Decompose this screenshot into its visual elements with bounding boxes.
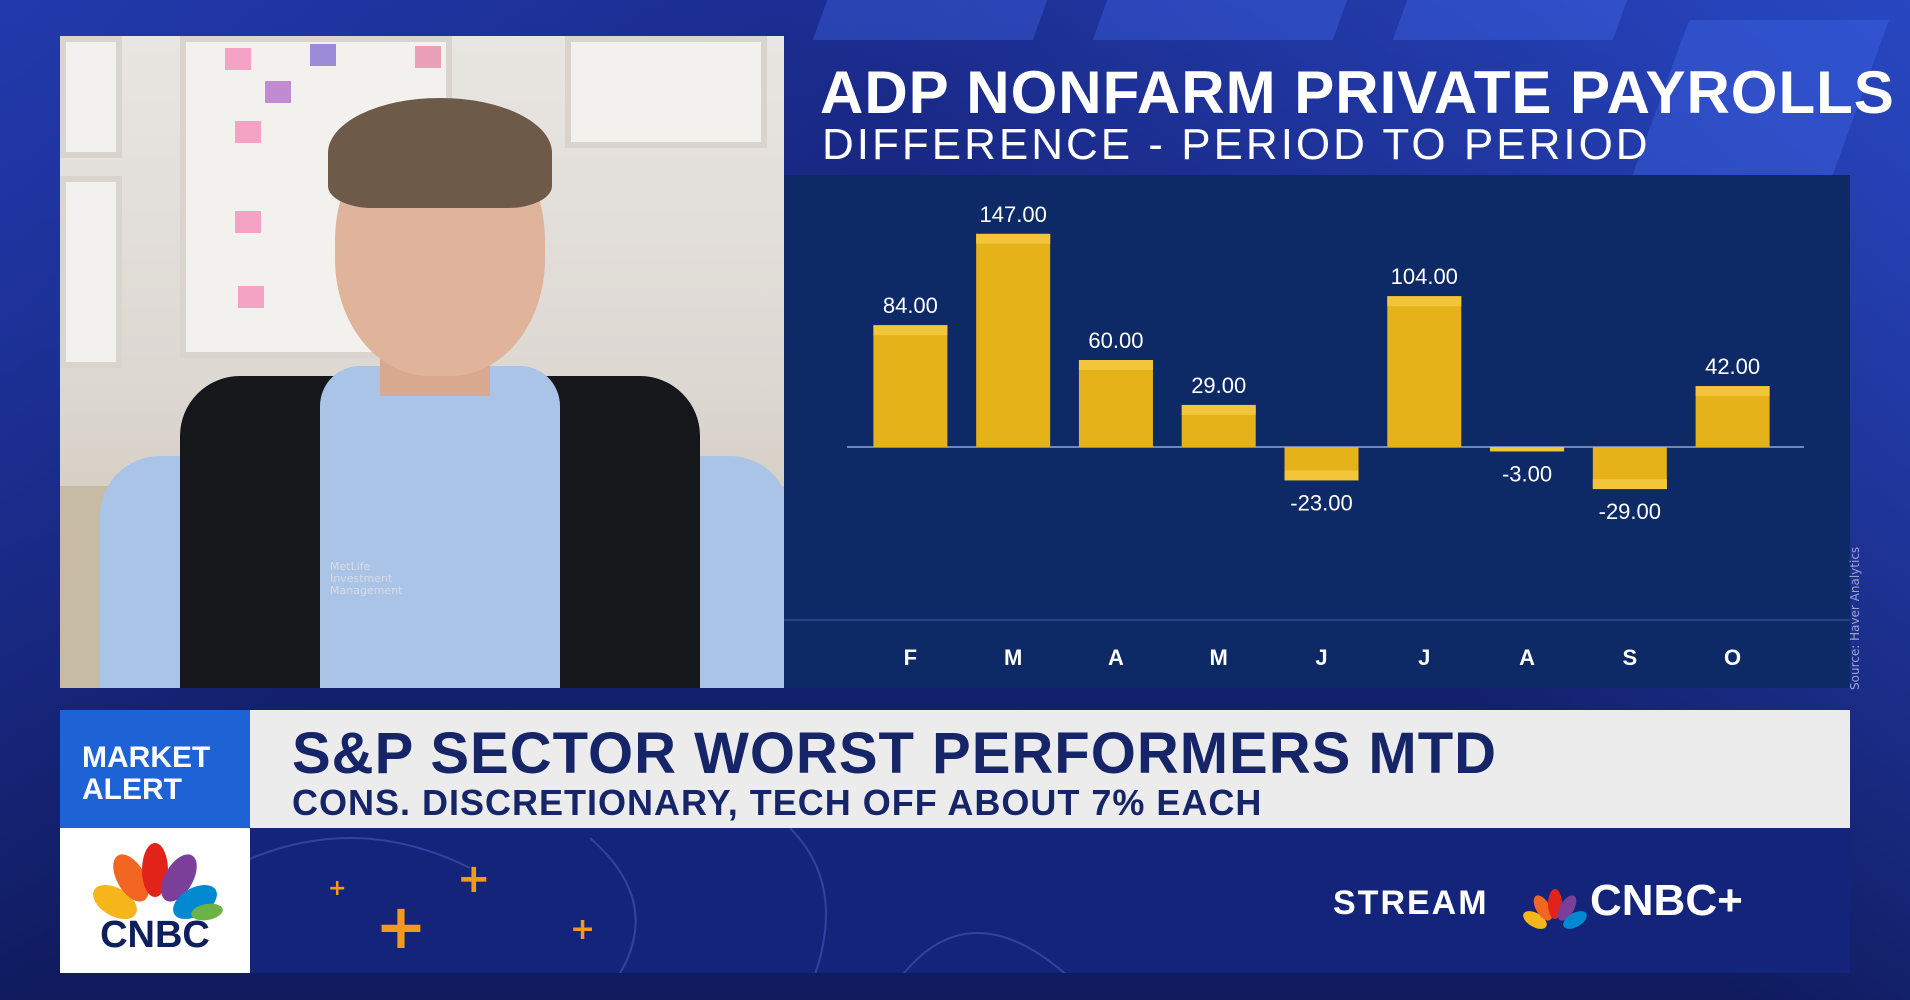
bar-highlight (1695, 386, 1770, 397)
x-tick-label: J (1418, 645, 1430, 670)
chart-panel: 84.00 F 147.00 M 60.00 A 29.00 M -23.00 J 104.00 J -… (784, 175, 1850, 688)
wall-frame (60, 36, 122, 158)
x-tick-label: M (1210, 645, 1228, 670)
peacock-icon (1523, 889, 1587, 929)
vest-logo-line: MetLife (330, 560, 371, 573)
bar (976, 233, 1051, 447)
peacock-feather-icon (1557, 895, 1577, 921)
bar (1078, 360, 1153, 447)
peacock-icon (93, 843, 223, 921)
bar (1387, 296, 1462, 447)
wall-frame (60, 176, 122, 368)
subheadline: CONS. DISCRETIONARY, TECH OFF ABOUT 7% E… (292, 782, 1263, 823)
alert-label-line: MARKET (82, 741, 211, 774)
sticky-note (235, 121, 261, 143)
bg-shape (1092, 0, 1348, 40)
market-alert-badge: MARKET ALERT (60, 710, 250, 828)
x-tick-label: A (1519, 645, 1535, 670)
data-label: 60.00 (1088, 328, 1143, 353)
x-tick-label: A (1108, 645, 1124, 670)
sticky-note (310, 44, 336, 66)
data-label: 104.00 (1391, 264, 1458, 289)
x-tick-label: S (1622, 645, 1637, 670)
bar-highlight (1181, 404, 1256, 415)
data-label: 84.00 (883, 293, 938, 318)
bar-highlight (1387, 296, 1462, 307)
sticky-note (415, 46, 441, 68)
alert-label-line: ALERT (82, 773, 182, 806)
peacock-feather-icon (113, 854, 149, 902)
peacock-feather-icon (142, 843, 168, 897)
plus-icon: + (570, 912, 596, 947)
bg-shape (1392, 0, 1628, 40)
peacock-feather-icon (1563, 911, 1587, 929)
bar-highlight (1592, 479, 1667, 490)
sticky-note (238, 286, 264, 308)
x-tick-label: J (1315, 645, 1327, 670)
headline: S&P SECTOR WORST PERFORMERS MTD (292, 721, 1498, 786)
chart-subtitle: DIFFERENCE - PERIOD TO PERIOD (822, 120, 1651, 169)
data-label: -29.00 (1599, 499, 1661, 524)
stream-promo: + + + + STREAM CNBC+ (250, 828, 1850, 973)
headline-banner: S&P SECTOR WORST PERFORMERS MTD CONS. DI… (250, 710, 1850, 828)
bar-highlight (1490, 447, 1565, 452)
network-name: CNBC (100, 914, 210, 956)
sticky-note (225, 48, 251, 70)
guest-shirt (320, 366, 560, 688)
network-logo-box: CNBC (60, 828, 250, 973)
plus-icon: + (375, 890, 427, 963)
bg-shape (812, 0, 1048, 40)
chart-title: ADP NONFARM PRIVATE PAYROLLS (820, 59, 1895, 126)
bar-highlight (873, 325, 948, 336)
vest-logo-line: Investment (330, 572, 393, 585)
sticky-note (235, 211, 261, 233)
vest-logo: MetLife Investment Management (330, 561, 402, 597)
sticky-note (265, 81, 291, 103)
decorative-curves (250, 828, 1066, 973)
bar-highlight (1284, 470, 1359, 481)
peacock-feather-icon (1533, 895, 1553, 921)
data-label: 147.00 (980, 202, 1047, 227)
x-tick-label: M (1004, 645, 1022, 670)
bar-highlight (1078, 360, 1153, 370)
guest-video: MetLife Investment Management (60, 36, 784, 688)
vest-logo-line: Management (330, 584, 403, 597)
guest-hair (328, 98, 552, 208)
peacock-feather-icon (191, 903, 223, 921)
cnbc-plus-logo: CNBC+ (1590, 876, 1743, 925)
bar (873, 325, 948, 447)
data-label: 42.00 (1705, 354, 1760, 379)
data-label: 29.00 (1191, 373, 1246, 398)
data-label: -23.00 (1290, 490, 1352, 515)
wall-frame (565, 36, 767, 148)
bar-highlight (976, 233, 1051, 244)
x-tick-label: O (1724, 645, 1741, 670)
data-label: -3.00 (1502, 461, 1552, 486)
stream-label: STREAM (1333, 884, 1489, 922)
x-tick-label: F (904, 645, 917, 670)
bar (1695, 386, 1770, 447)
plus-icon: + (457, 856, 491, 902)
peacock-feather-icon (161, 854, 197, 902)
chart-source: Source: Haver Analytics (1848, 546, 1862, 690)
plus-icon: + (328, 876, 347, 901)
bar-chart: 84.00 F 147.00 M 60.00 A 29.00 M -23.00 J 104.00 J -… (784, 202, 1850, 670)
